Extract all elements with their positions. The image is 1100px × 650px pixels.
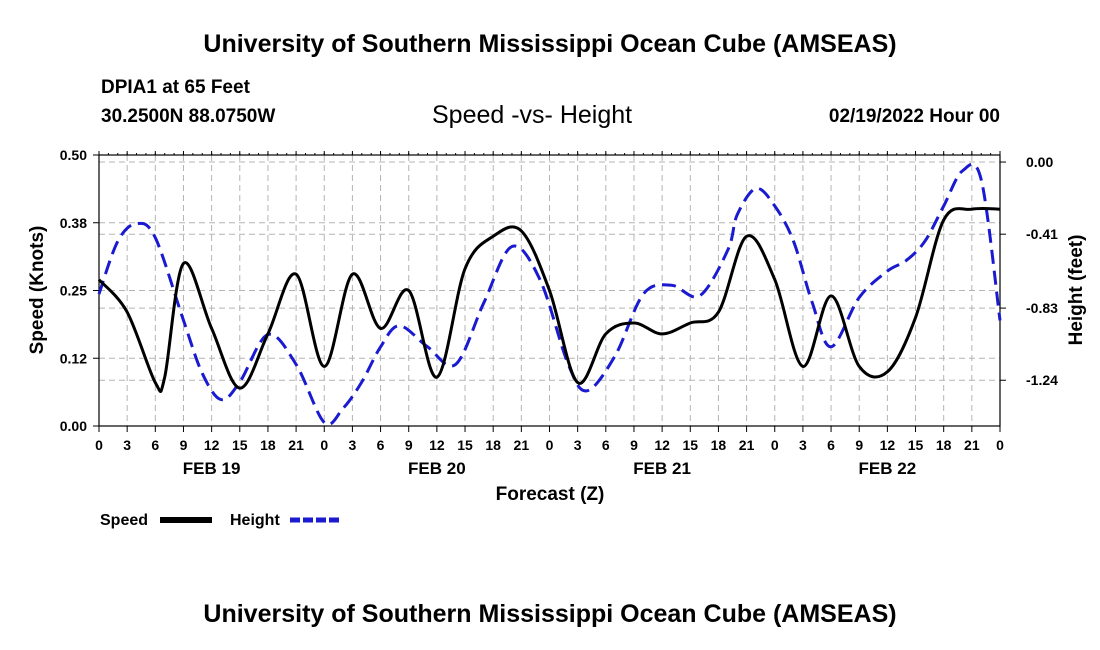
y2-tick-label: -0.83 xyxy=(1026,300,1058,316)
x-tick-label: 9 xyxy=(180,437,188,453)
x-tick-label: 0 xyxy=(95,437,103,453)
main-title: University of Southern Mississippi Ocean… xyxy=(203,30,897,58)
height-series-line xyxy=(97,162,1002,426)
station-label: DPIA1 at 65 Feet xyxy=(101,77,250,98)
y2-tick-label: -0.41 xyxy=(1026,226,1058,242)
x-tick-label: 6 xyxy=(151,437,159,453)
y-tick-label: 0.50 xyxy=(60,147,87,163)
x-tick-label: 9 xyxy=(855,437,863,453)
x-tick-label: 0 xyxy=(771,437,779,453)
x-tick-label: 6 xyxy=(377,437,385,453)
date-label: FEB 21 xyxy=(633,459,691,478)
x-tick-label: 0 xyxy=(320,437,328,453)
y2-tick-label: -1.24 xyxy=(1026,372,1058,388)
y2-axis-title: Height (feet) xyxy=(1066,235,1087,346)
x-tick-label: 15 xyxy=(457,437,473,453)
chart-subtitle: Speed -vs- Height xyxy=(432,101,633,129)
x-tick-label: 18 xyxy=(936,437,952,453)
x-axis-title: Forecast (Z) xyxy=(496,484,605,505)
location-label: 30.2500N 88.0750W xyxy=(101,106,276,127)
x-tick-label: 6 xyxy=(602,437,610,453)
x-tick-label: 0 xyxy=(546,437,554,453)
x-tick-label: 18 xyxy=(260,437,276,453)
x-tick-label: 15 xyxy=(908,437,924,453)
x-tick-label: 6 xyxy=(827,437,835,453)
x-tick-label: 12 xyxy=(880,437,896,453)
x-tick-label: 15 xyxy=(232,437,248,453)
bottom-title: University of Southern Mississippi Ocean… xyxy=(203,600,897,628)
x-tick-label: 12 xyxy=(204,437,220,453)
legend-height-label: Height xyxy=(230,512,280,529)
date-label: FEB 22 xyxy=(859,459,917,478)
date-label: FEB 19 xyxy=(183,459,241,478)
x-tick-label: 12 xyxy=(429,437,445,453)
speed-series-line xyxy=(97,206,1001,393)
x-tick-label: 3 xyxy=(123,437,131,453)
x-tick-label: 9 xyxy=(405,437,413,453)
grid-lines xyxy=(99,155,1000,426)
x-tick-label: 21 xyxy=(739,437,755,453)
x-tick-label: 9 xyxy=(630,437,638,453)
x-tick-label: 18 xyxy=(711,437,727,453)
datetime-label: 02/19/2022 Hour 00 xyxy=(828,106,1000,127)
x-tick-label: 0 xyxy=(996,437,1004,453)
y-tick-label: 0.25 xyxy=(60,283,87,299)
legend-speed-label: Speed xyxy=(100,512,148,529)
y-tick-label: 0.00 xyxy=(60,418,87,434)
y-axis-title: Speed (Knots) xyxy=(27,226,48,355)
x-tick-label: 3 xyxy=(574,437,582,453)
x-tick-label: 18 xyxy=(485,437,501,453)
x-tick-label: 21 xyxy=(288,437,304,453)
x-tick-label: 21 xyxy=(514,437,530,453)
x-tick-label: 21 xyxy=(964,437,980,453)
x-tick-label: 3 xyxy=(799,437,807,453)
y-tick-label: 0.12 xyxy=(60,350,87,366)
x-tick-label: 15 xyxy=(682,437,698,453)
x-tick-label: 12 xyxy=(654,437,670,453)
y-tick-label: 0.38 xyxy=(60,215,87,231)
date-label: FEB 20 xyxy=(408,459,466,478)
x-tick-label: 3 xyxy=(349,437,357,453)
y2-tick-label: 0.00 xyxy=(1026,154,1053,170)
